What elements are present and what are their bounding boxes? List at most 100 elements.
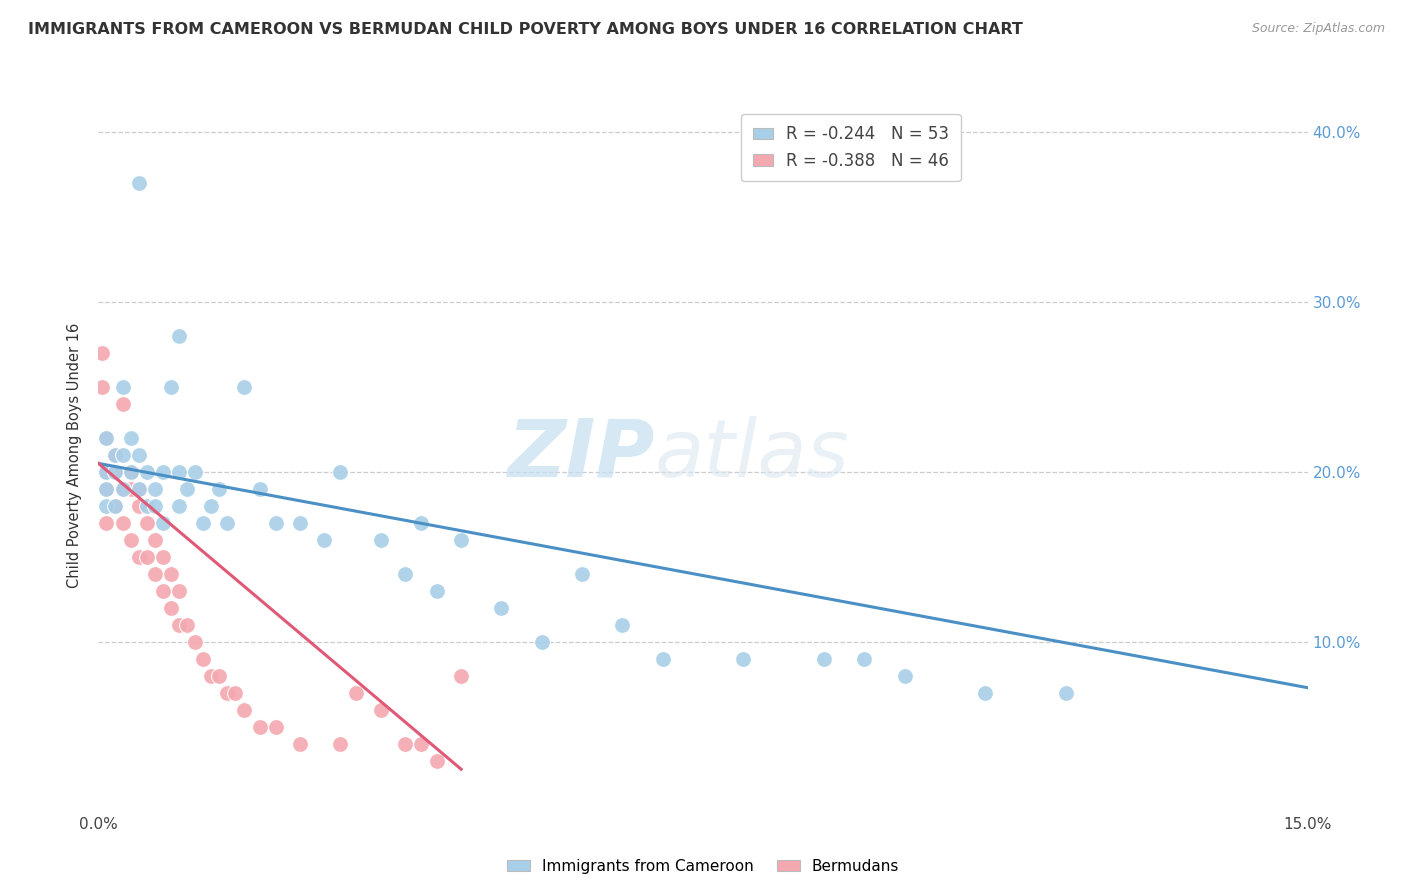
Point [152,549,174,564]
Point [176,617,198,632]
Point [111,482,134,496]
Point [329,465,352,479]
Point [135,465,157,479]
Point [96,465,118,479]
Point [160,600,183,615]
Point [370,703,392,717]
Point [111,397,134,411]
Text: Source: ZipAtlas.com: Source: ZipAtlas.com [1251,22,1385,36]
Point [96,482,118,496]
Point [103,499,125,513]
Point [111,482,134,496]
Point [426,583,449,598]
Point [143,499,166,513]
Point [91,346,114,360]
Point [103,499,125,513]
Point [128,448,150,462]
Point [96,431,118,445]
Y-axis label: Child Poverty Among Boys Under 16: Child Poverty Among Boys Under 16 [67,322,83,588]
Point [232,703,254,717]
Point [103,448,125,462]
Point [409,516,432,530]
Point [491,600,513,615]
Legend: Immigrants from Cameroon, Bermudans: Immigrants from Cameroon, Bermudans [501,853,905,880]
Point [111,380,134,394]
Point [103,448,125,462]
Point [111,516,134,530]
Point [120,465,142,479]
Point [143,482,166,496]
Point [128,482,150,496]
Point [152,516,174,530]
Point [217,686,239,700]
Point [135,516,157,530]
Point [111,448,134,462]
Point [120,465,142,479]
Point [288,737,311,751]
Point [184,635,207,649]
Point [651,652,673,666]
Point [143,533,166,547]
Point [135,549,157,564]
Point [167,617,190,632]
Point [96,482,118,496]
Point [426,754,449,768]
Point [128,499,150,513]
Point [103,465,125,479]
Point [91,380,114,394]
Point [120,482,142,496]
Point [96,431,118,445]
Point [530,635,553,649]
Point [208,669,231,683]
Point [143,566,166,581]
Point [152,583,174,598]
Point [167,465,190,479]
Point [217,516,239,530]
Text: IMMIGRANTS FROM CAMEROON VS BERMUDAN CHILD POVERTY AMONG BOYS UNDER 16 CORRELATI: IMMIGRANTS FROM CAMEROON VS BERMUDAN CHI… [28,22,1024,37]
Point [120,533,142,547]
Point [96,499,118,513]
Point [200,669,222,683]
Point [853,652,876,666]
Point [193,516,215,530]
Point [813,652,835,666]
Point [314,533,336,547]
Point [264,516,287,530]
Point [249,482,271,496]
Point [733,652,755,666]
Point [1054,686,1077,700]
Point [128,482,150,496]
Point [974,686,997,700]
Point [120,431,142,445]
Point [96,465,118,479]
Point [288,516,311,530]
Point [394,737,416,751]
Legend: R = -0.244   N = 53, R = -0.388   N = 46: R = -0.244 N = 53, R = -0.388 N = 46 [741,113,960,181]
Point [450,533,472,547]
Point [394,566,416,581]
Point [96,516,118,530]
Point [893,669,915,683]
Point [160,566,183,581]
Point [329,737,352,751]
Point [152,465,174,479]
Point [264,720,287,734]
Point [612,617,634,632]
Point [571,566,593,581]
Point [167,329,190,343]
Point [193,652,215,666]
Text: ZIP: ZIP [508,416,655,494]
Point [103,465,125,479]
Point [184,465,207,479]
Point [167,583,190,598]
Point [370,533,392,547]
Point [128,549,150,564]
Point [167,499,190,513]
Point [208,482,231,496]
Point [160,380,183,394]
Point [224,686,246,700]
Point [249,720,271,734]
Text: atlas: atlas [655,416,849,494]
Point [232,380,254,394]
Point [450,669,472,683]
